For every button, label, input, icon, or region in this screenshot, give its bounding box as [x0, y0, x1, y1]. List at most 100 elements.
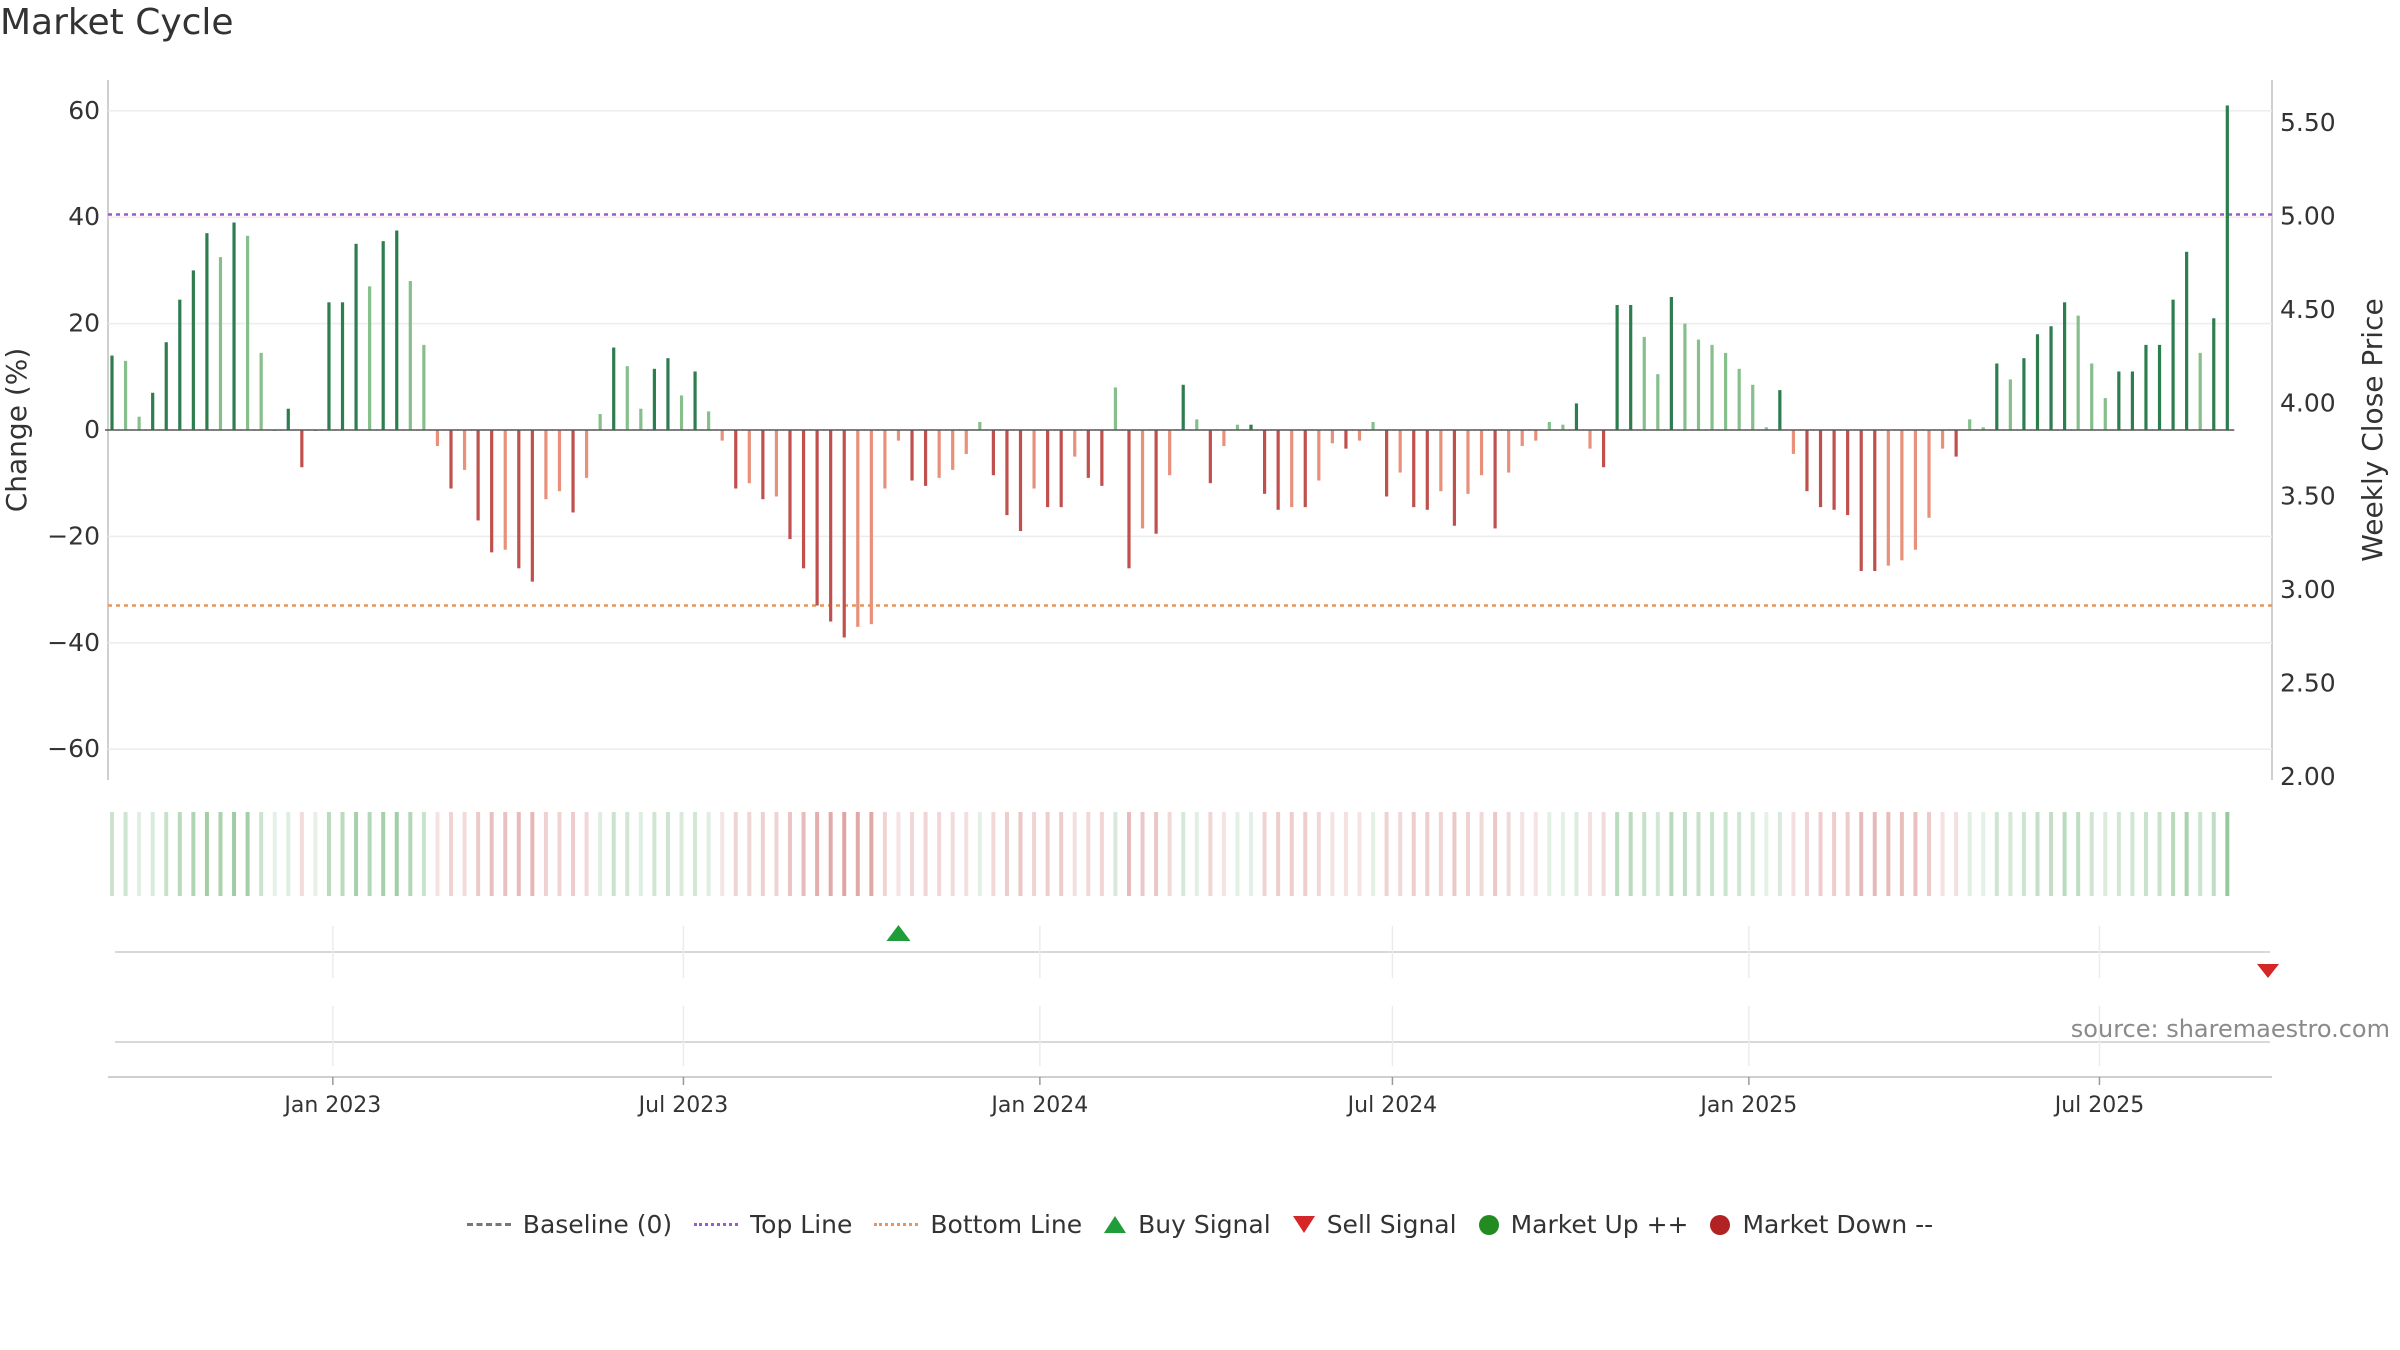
change-bar	[2063, 302, 2067, 430]
heat-strip-bar	[1886, 812, 1891, 896]
change-bar	[1534, 430, 1538, 441]
heat-strip-bar	[869, 812, 874, 896]
heat-strip-bar	[2076, 812, 2081, 896]
heat-strip-bar	[625, 812, 630, 896]
heat-strip-bar	[652, 812, 657, 896]
heat-strip-bar	[774, 812, 779, 896]
heat-strip-bar	[1533, 812, 1538, 896]
change-bar	[815, 430, 819, 606]
heat-strip-bar	[448, 812, 453, 896]
heat-strip-bar	[408, 812, 413, 896]
change-bar	[1656, 374, 1660, 430]
legend-label: Top Line	[750, 1210, 853, 1239]
heat-strip-bar	[842, 812, 847, 896]
heat-strip-bar	[1045, 812, 1050, 896]
legend: Baseline (0) Top Line Bottom Line Buy Si…	[0, 1210, 2400, 1239]
heat-strip-bar	[476, 812, 481, 896]
heat-strip-bar	[340, 812, 345, 896]
green-circle-icon	[1478, 1214, 1499, 1235]
change-bar	[2103, 398, 2107, 430]
legend-item-market-down[interactable]: Market Down --	[1710, 1210, 1933, 1239]
heat-strip-bar	[1560, 812, 1565, 896]
legend-label: Sell Signal	[1326, 1210, 1457, 1239]
change-bar	[1439, 430, 1443, 492]
change-bar	[1995, 363, 1999, 430]
change-bar	[2185, 251, 2189, 430]
heat-strip-bar	[1493, 812, 1498, 896]
legend-item-baseline[interactable]: Baseline (0)	[466, 1210, 672, 1239]
change-bar	[774, 430, 779, 497]
change-bar	[2022, 358, 2026, 430]
change-bar	[612, 347, 616, 430]
change-bar	[1073, 430, 1077, 457]
change-bar	[2130, 371, 2135, 430]
change-bar	[205, 233, 209, 430]
heat-strip-bar	[1032, 812, 1037, 896]
change-bar	[1859, 430, 1863, 571]
heat-strip-bar	[191, 812, 196, 896]
y-tick-label: −40	[47, 628, 100, 657]
change-bar	[2225, 105, 2229, 430]
change-bar	[1615, 304, 1619, 430]
change-bar	[1046, 430, 1050, 508]
y-tick-label: 40	[68, 202, 100, 231]
change-bar	[178, 299, 182, 430]
change-bar	[476, 430, 480, 521]
sell-signal-marker	[2257, 964, 2279, 978]
heat-strip-bar	[1669, 812, 1674, 896]
change-bar	[1290, 430, 1294, 508]
heat-strip-bar	[598, 812, 603, 896]
legend-item-market-up[interactable]: Market Up ++	[1478, 1210, 1688, 1239]
change-bar	[462, 430, 467, 470]
change-bar	[1547, 422, 1551, 430]
heat-strip-bar	[1113, 812, 1118, 896]
change-bar	[1710, 344, 1714, 430]
y2-tick-label: 4.50	[2280, 295, 2336, 324]
change-bar	[761, 430, 765, 500]
heat-strip-bar	[354, 812, 359, 896]
y-tick-label: 20	[68, 309, 100, 338]
heat-strip-bar	[1235, 812, 1240, 896]
heat-strip-bar	[394, 812, 399, 896]
heat-strip-bar	[1655, 812, 1660, 896]
heat-strip-bar	[1262, 812, 1267, 896]
legend-item-buy-signal[interactable]: Buy Signal	[1104, 1210, 1271, 1239]
heat-strip-bar	[1140, 812, 1145, 896]
heat-strip-bar	[1154, 812, 1159, 896]
change-bar	[1140, 430, 1145, 529]
heat-strip-bar	[1479, 812, 1484, 896]
legend-item-bottom-line[interactable]: Bottom Line	[874, 1210, 1082, 1239]
change-bar	[2212, 318, 2216, 430]
change-bar	[1357, 430, 1362, 441]
change-bar	[1818, 430, 1823, 508]
change-bar	[991, 430, 995, 476]
change-bar	[584, 430, 589, 478]
heat-strip-bar	[1072, 812, 1077, 896]
y2-axis-label: Weekly Close Price	[2356, 298, 2389, 561]
change-bar	[1642, 336, 1646, 430]
change-bar	[1724, 352, 1728, 430]
y-axis-label: Change (%)	[0, 348, 33, 513]
heat-strip-bar	[2008, 812, 2013, 896]
x-tick-label: Jul 2025	[2053, 1093, 2145, 1118]
legend-item-top-line[interactable]: Top Line	[694, 1210, 852, 1239]
change-bar	[1900, 430, 1904, 561]
heat-strip-bar	[489, 812, 494, 896]
heat-strip-bar	[1791, 812, 1796, 896]
change-bar	[544, 430, 548, 500]
heat-strip-bar	[177, 812, 182, 896]
change-bar	[1222, 430, 1226, 446]
change-bar	[869, 430, 873, 625]
heat-strip-bar	[286, 812, 291, 896]
heat-strip-bar	[760, 812, 765, 896]
change-bar	[1940, 430, 1945, 449]
change-bar	[408, 281, 412, 430]
change-bar	[896, 430, 901, 441]
change-bar	[2171, 299, 2175, 430]
change-bar	[883, 430, 887, 489]
heat-strip-bar	[828, 812, 833, 896]
legend-item-sell-signal[interactable]: Sell Signal	[1292, 1210, 1457, 1239]
heat-strip-bar	[2130, 812, 2135, 896]
change-bar	[1832, 430, 1836, 510]
heat-strip-bar	[557, 812, 562, 896]
